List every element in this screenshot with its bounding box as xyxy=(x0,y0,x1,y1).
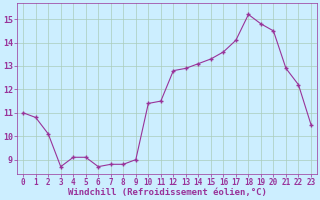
X-axis label: Windchill (Refroidissement éolien,°C): Windchill (Refroidissement éolien,°C) xyxy=(68,188,267,197)
